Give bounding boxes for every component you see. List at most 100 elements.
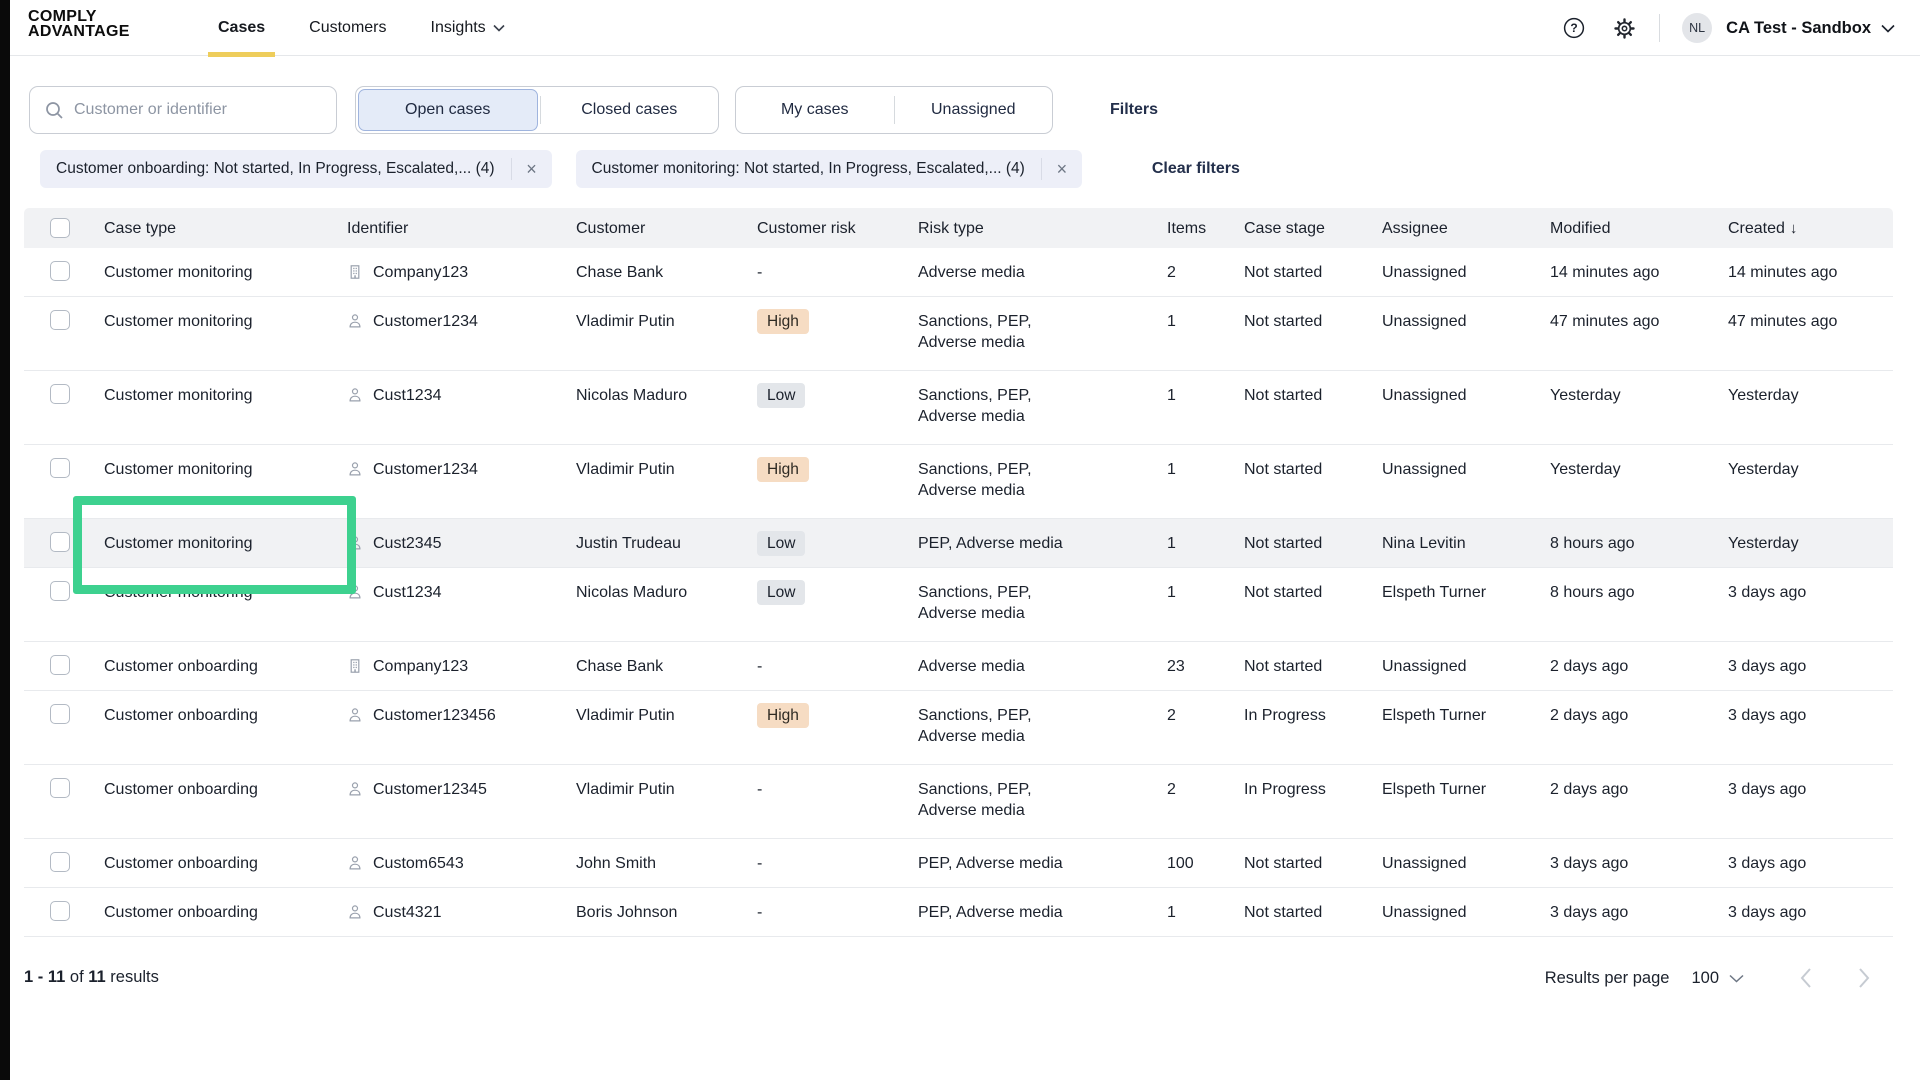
ownership-toggle: My cases Unassigned [735, 86, 1053, 134]
row-checkbox[interactable] [50, 581, 70, 601]
case-type-cell: Customer monitoring [104, 445, 347, 518]
items-cell: 100 [1167, 839, 1244, 887]
modified-cell: 2 days ago [1550, 642, 1728, 690]
table-row[interactable]: Customer onboarding [24, 839, 1893, 888]
row-checkbox[interactable] [50, 310, 70, 330]
column-header-identifier[interactable]: Identifier [347, 218, 576, 239]
my-cases-toggle[interactable]: My cases [736, 87, 894, 133]
risk-badge: - [757, 855, 762, 872]
results-per-page-select[interactable]: 100 [1691, 969, 1744, 988]
items-cell: 1 [1167, 888, 1244, 936]
account-menu[interactable]: NL CA Test - Sandbox [1682, 13, 1895, 43]
table-row[interactable]: Customer onboarding [24, 642, 1893, 691]
table-row[interactable]: Customer monitoring [24, 519, 1893, 568]
help-button[interactable]: ? [1557, 11, 1591, 45]
search-box[interactable] [29, 86, 337, 134]
column-header-risk-type[interactable]: Risk type [918, 218, 1167, 239]
column-header-case-stage[interactable]: Case stage [1244, 218, 1382, 239]
navbar-right: ? [1557, 0, 1895, 56]
table-row[interactable]: Customer onboarding [24, 765, 1893, 839]
identifier-text: Cust4321 [373, 902, 442, 923]
row-checkbox[interactable] [50, 655, 70, 675]
row-checkbox[interactable] [50, 704, 70, 724]
customer-cell: Chase Bank [576, 248, 757, 296]
customer-risk-cell: - [757, 642, 918, 690]
created-cell: 3 days ago [1728, 568, 1893, 641]
row-checkbox[interactable] [50, 532, 70, 552]
brand-logo[interactable]: COMPLY ADVANTAGE [28, 9, 130, 39]
person-icon [347, 313, 363, 329]
search-input[interactable] [74, 101, 314, 119]
pagination-controls: Results per page 100 [1545, 964, 1878, 992]
row-checkbox[interactable] [50, 852, 70, 872]
cases-table: Case type Identifier Customer Customer r… [24, 208, 1893, 937]
row-checkbox[interactable] [50, 261, 70, 281]
column-header-assignee[interactable]: Assignee [1382, 218, 1550, 239]
filter-chip-onboarding[interactable]: Customer onboarding: Not started, In Pro… [40, 150, 552, 188]
column-header-customer[interactable]: Customer [576, 218, 757, 239]
case-stage-cell: Not started [1244, 839, 1382, 887]
filter-chip-monitoring[interactable]: Customer monitoring: Not started, In Pro… [576, 150, 1082, 188]
search-icon [45, 101, 64, 120]
row-checkbox[interactable] [50, 901, 70, 921]
column-header-modified[interactable]: Modified [1550, 218, 1728, 239]
items-cell: 1 [1167, 519, 1244, 567]
select-all-checkbox[interactable] [50, 218, 70, 238]
customer-cell: Justin Trudeau [576, 519, 757, 567]
risk-badge: High [757, 309, 809, 334]
open-cases-label: Open cases [405, 101, 490, 119]
table-row[interactable]: Customer monitoring [24, 297, 1893, 371]
close-icon[interactable]: × [1042, 150, 1082, 188]
settings-button[interactable] [1607, 11, 1641, 45]
table-row[interactable]: Customer onboarding [24, 691, 1893, 765]
unassigned-toggle[interactable]: Unassigned [895, 87, 1053, 133]
column-header-customer-risk[interactable]: Customer risk [757, 218, 918, 239]
close-icon[interactable]: × [512, 150, 552, 188]
column-header-case-type[interactable]: Case type [104, 218, 347, 239]
row-checkbox[interactable] [50, 384, 70, 404]
nav-tab-cases[interactable]: Cases [218, 0, 265, 56]
clear-filters-button[interactable]: Clear filters [1152, 160, 1240, 178]
risk-badge: - [757, 658, 762, 675]
case-stage-cell: Not started [1244, 297, 1382, 370]
filters-button[interactable]: Filters [1110, 101, 1158, 119]
identifier-text: Company123 [373, 656, 468, 677]
modified-cell: 14 minutes ago [1550, 248, 1728, 296]
risk-type-cell: Adverse media [918, 248, 1167, 296]
table-row[interactable]: Customer onboarding [24, 888, 1893, 937]
customer-risk-cell: Low [757, 568, 918, 641]
column-header-created-label: Created [1728, 220, 1785, 237]
closed-cases-toggle[interactable]: Closed cases [541, 87, 719, 133]
risk-type-cell: Sanctions, PEP,Adverse media [918, 371, 1167, 444]
nav-tab-customers[interactable]: Customers [309, 0, 386, 56]
avatar-initials: NL [1689, 21, 1705, 35]
risk-type-cell: PEP, Adverse media [918, 888, 1167, 936]
account-name: CA Test - Sandbox [1726, 19, 1871, 38]
assignee-cell: Unassigned [1382, 888, 1550, 936]
identifier-cell: Customer1234 [347, 297, 576, 370]
assignee-cell: Unassigned [1382, 248, 1550, 296]
results-per-page-label: Results per page [1545, 969, 1670, 988]
open-cases-toggle[interactable]: Open cases [358, 89, 538, 131]
column-header-items[interactable]: Items [1167, 218, 1244, 239]
customer-risk-cell: High [757, 297, 918, 370]
row-checkbox[interactable] [50, 458, 70, 478]
identifier-text: Customer1234 [373, 459, 478, 480]
case-type-cell: Customer onboarding [104, 888, 347, 936]
row-checkbox[interactable] [50, 778, 70, 798]
nav-tab-insights[interactable]: Insights [431, 0, 505, 56]
case-state-toggle: Open cases Closed cases [355, 86, 719, 134]
identifier-cell: Cust1234 [347, 568, 576, 641]
table-row[interactable]: Customer monitoring [24, 445, 1893, 519]
table-row[interactable]: Customer monitoring [24, 248, 1893, 297]
person-icon [347, 781, 363, 797]
column-header-created[interactable]: Created↓ [1728, 218, 1893, 239]
table-row[interactable]: Customer monitoring [24, 568, 1893, 642]
created-cell: 3 days ago [1728, 888, 1893, 936]
identifier-text: Cust2345 [373, 533, 442, 554]
row-checkbox-cell [24, 519, 104, 567]
table-row[interactable]: Customer monitoring [24, 371, 1893, 445]
next-page-button[interactable] [1850, 964, 1878, 992]
previous-page-button[interactable] [1792, 964, 1820, 992]
row-checkbox-cell [24, 568, 104, 641]
